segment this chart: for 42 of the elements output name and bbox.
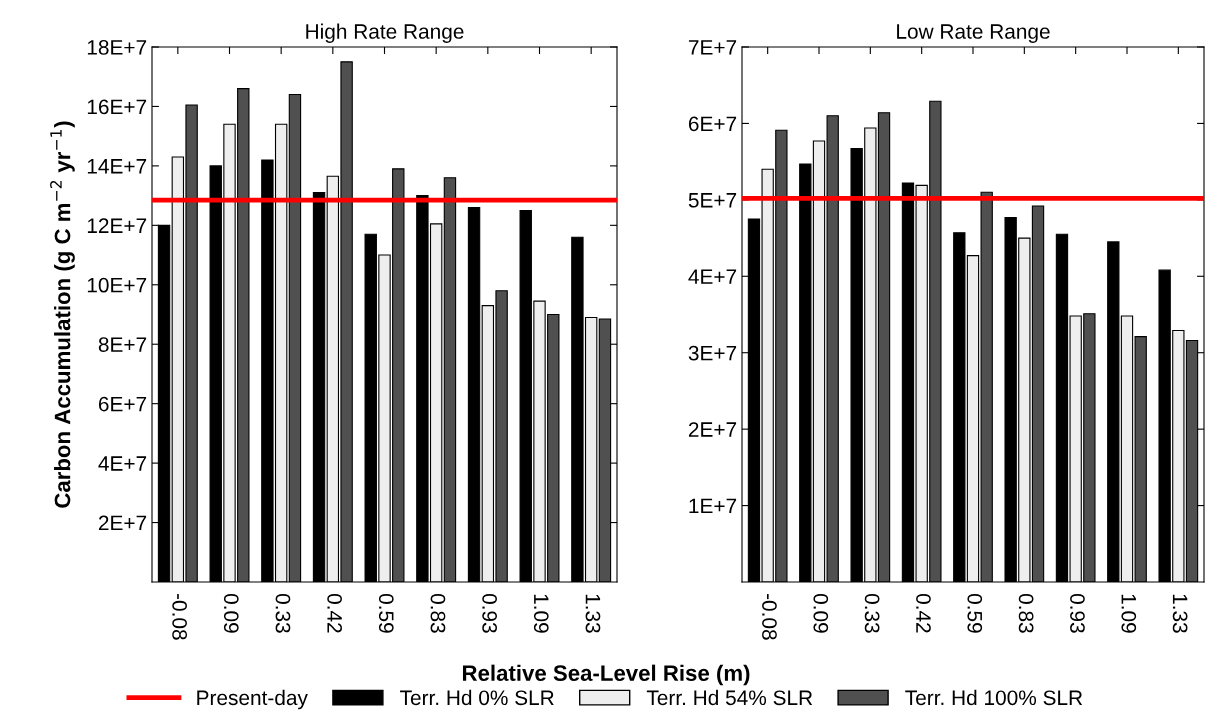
y-tick-label: 16E+7 [87,99,147,115]
y-tick-label: 2E+7 [688,422,737,437]
legend-label: Terr. Hd 54% SLR [646,689,813,706]
x-tick-label: 0.33 [275,593,291,633]
legend-label: Terr. Hd 0% SLR [400,689,554,706]
y-tick-label: 1E+7 [689,498,737,514]
x-tick-label: 0.59 [378,593,394,633]
y-tick-label: 4E+7 [98,456,147,471]
x-tick-label: 1.09 [533,594,549,633]
y-tick-label: 4E+7 [688,269,737,284]
y-tick-label: 14E+7 [87,159,147,174]
x-tick-label: 0.09 [813,593,829,633]
y-tick-label: 2E+7 [98,515,147,531]
y-tick-label: 6E+7 [98,396,147,412]
x-axis-title: Relative Sea-Level Rise (m) [462,664,750,686]
x-tick-label: 1.33 [585,594,601,633]
y-axis-title: Carbon Accumulation (g C m$^{−2}$ yr$^{−1}$) [50,121,75,508]
y-tick-label: 18E+7 [87,40,147,55]
x-tick-label: 0.42 [916,593,931,633]
x-tick-label: 1.09 [1121,594,1137,633]
x-tick-label: 0.42 [327,593,342,633]
legend-label: Present-day [197,689,308,710]
y-tick-label: 5E+7 [688,193,737,208]
x-tick-label: 0.09 [223,593,239,633]
y-tick-label: 12E+7 [87,218,147,233]
x-tick-label: 0.33 [864,593,880,633]
chart-title: High Rate Range [306,23,464,43]
x-tick-label: 0.83 [430,593,446,633]
y-tick-label: 10E+7 [87,277,147,293]
x-tick-label: 0.59 [967,593,983,633]
y-tick-label: 3E+7 [688,345,737,361]
x-tick-label: 1.33 [1172,594,1188,633]
x-tick-label: -0.08 [172,594,187,640]
y-tick-label: 6E+7 [688,116,737,132]
x-tick-label: 0.93 [1070,593,1085,633]
x-tick-label: -0.08 [762,594,777,640]
x-tick-label: 0.93 [482,593,497,633]
x-tick-label: 0.83 [1018,593,1034,633]
legend-label: Terr. Hd 100% SLR [905,689,1083,706]
y-tick-label: 8E+7 [98,337,147,352]
chart-title: Low Rate Range [897,24,1050,43]
y-tick-label: 7E+7 [688,40,737,55]
